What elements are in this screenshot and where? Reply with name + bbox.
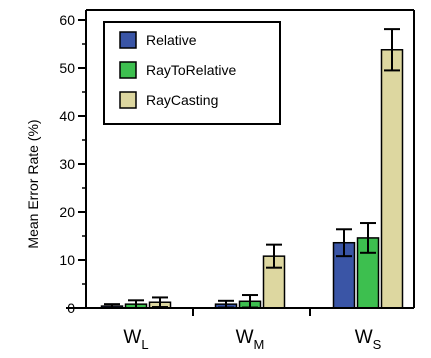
y-axis-label: Mean Error Rate (%) (25, 119, 41, 248)
y-tick-label-40: 40 (59, 108, 75, 124)
x-category-label-2: WS (355, 327, 382, 352)
legend-label-raytorelative: RayToRelative (146, 62, 236, 78)
legend: Relative RayToRelative RayCasting (103, 21, 281, 125)
x-category-label-0: WL (123, 327, 148, 352)
x-labels-group: WL WM WS (123, 327, 381, 352)
y-tick-label-0: 0 (67, 300, 75, 316)
y-tick-label-10: 10 (59, 252, 75, 268)
y-tick-label-50: 50 (59, 60, 75, 76)
legend-swatch-raycasting (119, 91, 137, 109)
y-ticks-group: 0 10 20 30 40 50 60 (59, 12, 86, 316)
x-category-label-1: WM (236, 327, 265, 352)
y-tick-label-30: 30 (59, 156, 75, 172)
legend-swatch-relative (119, 31, 137, 49)
y-tick-label-20: 20 (59, 204, 75, 220)
axes-group (66, 9, 415, 316)
y-tick-label-60: 60 (59, 12, 75, 28)
legend-swatch-raytorelative (119, 61, 137, 79)
legend-label-relative: Relative (146, 32, 197, 48)
bar-raycasting-2 (380, 49, 404, 309)
legend-label-raycasting: RayCasting (146, 92, 218, 108)
